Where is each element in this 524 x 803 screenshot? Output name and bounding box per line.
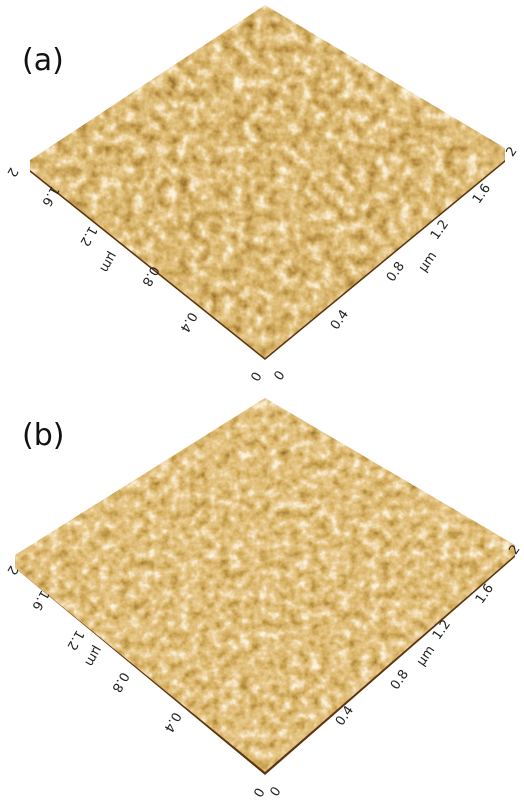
left-tick-label: 0.8 (108, 669, 131, 694)
right-axis-unit: μm (416, 249, 440, 275)
left-axis-unit: μm (81, 643, 104, 669)
left-tick-label: 2 (3, 165, 20, 180)
right-tick-label: 0.4 (328, 307, 352, 333)
surface-b (10, 395, 520, 780)
right-axis-unit: μm (414, 643, 438, 669)
left-axis-unit: μm (96, 249, 119, 275)
afm-figure: (a) (b) 00.40.81.21.62μm00.40.81.21.62μm… (0, 0, 524, 803)
left-tick-label: 0.4 (160, 709, 183, 734)
left-tick-label: 0.4 (176, 309, 199, 334)
panel-label: (b) (22, 418, 64, 453)
left-tick-label: 0 (246, 369, 263, 384)
left-tick-label: 1.2 (76, 223, 99, 248)
left-tick-label: 1.2 (63, 627, 86, 652)
left-tick-label: 0 (249, 785, 266, 800)
right-tick-label: 0.8 (388, 667, 412, 693)
right-tick-label: 0 (267, 784, 284, 799)
right-tick-label: 2 (503, 144, 520, 159)
surface-a (25, 0, 510, 365)
panel-label: (a) (22, 43, 64, 78)
right-tick-label: 0.8 (384, 259, 408, 285)
right-tick-label: 0 (271, 368, 288, 383)
